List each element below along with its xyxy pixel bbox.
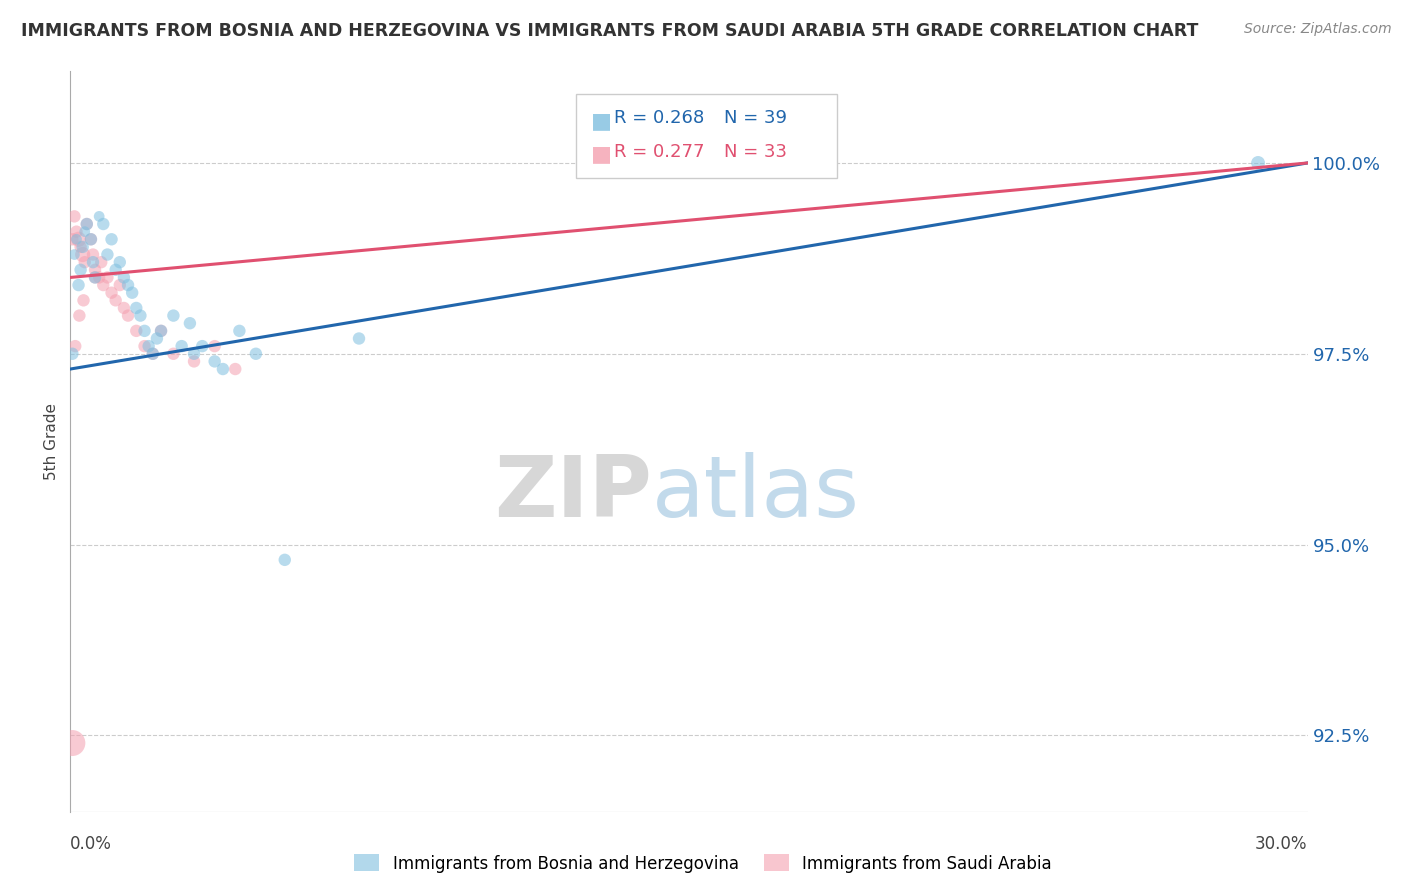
Point [108,255,131,269]
Point [1247,156,1270,170]
Point [67,232,90,246]
Point [65,225,87,239]
Point [91,278,114,293]
Point [125,301,148,315]
Point [112,270,135,285]
Point [191,339,214,353]
Text: N = 33: N = 33 [724,143,787,161]
Point [60,736,83,750]
Point [84,270,107,285]
Point [76,217,98,231]
Text: atlas: atlas [652,452,860,535]
Text: ■: ■ [591,112,612,131]
Point [121,285,143,300]
Point [96,247,118,261]
Text: IMMIGRANTS FROM BOSNIA AND HERZEGOVINA VS IMMIGRANTS FROM SAUDI ARABIA 5TH GRADE: IMMIGRANTS FROM BOSNIA AND HERZEGOVINA V… [21,22,1198,40]
Point [138,339,160,353]
Text: 30.0%: 30.0% [1256,835,1308,853]
Point [179,316,201,330]
Point [90,255,112,269]
Legend: Immigrants from Bosnia and Herzegovina, Immigrants from Saudi Arabia: Immigrants from Bosnia and Herzegovina, … [347,847,1059,880]
Point [73,255,96,269]
Point [67,309,90,323]
Y-axis label: 5th Grade: 5th Grade [44,403,59,480]
Point [146,331,169,345]
Point [80,232,103,246]
Point [80,232,103,246]
Point [150,324,173,338]
Text: 0.0%: 0.0% [70,835,112,853]
Point [117,309,139,323]
Text: ZIP: ZIP [494,452,652,535]
Point [72,240,94,254]
Point [204,354,226,368]
Point [100,285,122,300]
Point [60,347,83,361]
Point [112,301,135,315]
Point [91,217,114,231]
Point [162,309,184,323]
Point [89,210,111,224]
Point [72,247,94,261]
Text: Source: ZipAtlas.com: Source: ZipAtlas.com [1244,22,1392,37]
Point [84,270,107,285]
Point [224,362,246,376]
Point [63,210,86,224]
Point [274,553,297,567]
Point [73,225,96,239]
Point [67,278,90,293]
Point [150,324,173,338]
Point [183,354,205,368]
Point [142,347,165,361]
Point [82,247,104,261]
Point [347,331,370,345]
Point [204,339,226,353]
Point [104,262,127,277]
Point [245,347,267,361]
Point [129,309,152,323]
Point [82,255,104,269]
Point [104,293,127,308]
Point [69,240,91,254]
Point [125,324,148,338]
Point [170,339,193,353]
Point [142,347,165,361]
Text: R = 0.277: R = 0.277 [614,143,704,161]
Point [65,339,87,353]
Point [65,232,87,246]
Point [76,217,98,231]
Point [134,324,156,338]
Point [72,293,94,308]
Point [69,262,91,277]
Point [84,262,107,277]
Point [96,270,118,285]
Point [134,339,156,353]
Text: ■: ■ [591,145,612,164]
Point [162,347,184,361]
Point [117,278,139,293]
Point [228,324,250,338]
Point [108,278,131,293]
Text: N = 39: N = 39 [724,109,787,127]
Text: R = 0.268: R = 0.268 [614,109,704,127]
Point [60,232,83,246]
Point [100,232,122,246]
Point [212,362,235,376]
Point [89,270,111,285]
Point [183,347,205,361]
Point [63,247,86,261]
